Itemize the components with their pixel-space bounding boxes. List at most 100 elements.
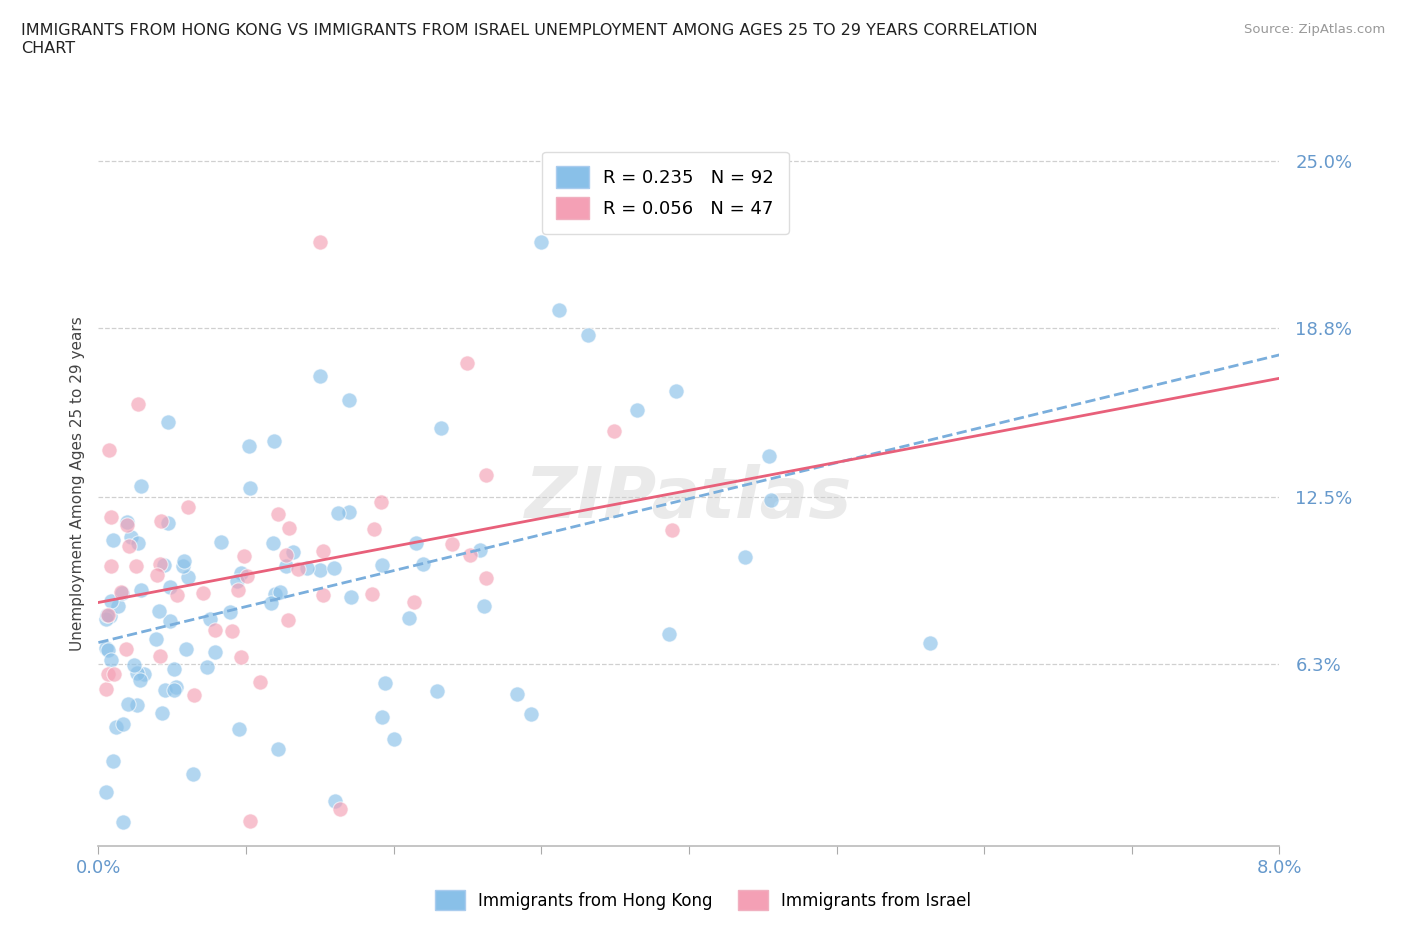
Point xyxy=(150,514,173,529)
Point xyxy=(204,644,226,659)
Point xyxy=(474,599,496,614)
Point xyxy=(117,515,139,530)
Point xyxy=(263,586,285,601)
Point xyxy=(117,518,139,533)
Point xyxy=(120,885,142,900)
Point xyxy=(157,515,180,530)
Point xyxy=(233,549,256,564)
Point xyxy=(103,667,125,682)
Point xyxy=(239,481,262,496)
Point xyxy=(195,659,218,674)
Point xyxy=(129,478,152,493)
Point xyxy=(165,679,187,694)
Point xyxy=(402,595,425,610)
Point xyxy=(309,368,332,383)
Point xyxy=(665,383,688,398)
Point xyxy=(218,604,240,619)
Point xyxy=(405,535,427,550)
Point xyxy=(100,593,122,608)
Point xyxy=(94,784,117,799)
Point xyxy=(278,521,301,536)
Point xyxy=(626,403,648,418)
Point xyxy=(145,631,167,646)
Point xyxy=(111,585,134,600)
Point xyxy=(118,538,141,553)
Point xyxy=(228,722,250,737)
Point xyxy=(103,533,125,548)
Point xyxy=(475,570,498,585)
Point xyxy=(96,642,118,657)
Point xyxy=(308,563,330,578)
Point xyxy=(603,423,626,438)
Point xyxy=(166,588,188,603)
Point xyxy=(117,697,139,711)
Point xyxy=(295,560,318,575)
Point xyxy=(658,626,681,641)
Point xyxy=(173,553,195,568)
Point xyxy=(328,802,350,817)
Legend: R = 0.235   N = 92, R = 0.056   N = 47: R = 0.235 N = 92, R = 0.056 N = 47 xyxy=(543,152,789,233)
Point xyxy=(163,683,186,698)
Point xyxy=(430,420,453,435)
Point xyxy=(110,585,132,600)
Point xyxy=(96,607,118,622)
Point xyxy=(100,559,122,574)
Point xyxy=(506,686,529,701)
Point xyxy=(127,536,149,551)
Text: Source: ZipAtlas.com: Source: ZipAtlas.com xyxy=(1244,23,1385,36)
Point xyxy=(115,642,138,657)
Point xyxy=(94,682,117,697)
Point xyxy=(374,675,396,690)
Point xyxy=(125,559,148,574)
Text: IMMIGRANTS FROM HONG KONG VS IMMIGRANTS FROM ISRAEL UNEMPLOYMENT AMONG AGES 25 T: IMMIGRANTS FROM HONG KONG VS IMMIGRANTS … xyxy=(21,23,1038,56)
Point xyxy=(328,506,350,521)
Point xyxy=(157,415,180,430)
Point xyxy=(412,557,434,572)
Point xyxy=(370,494,392,509)
Point xyxy=(269,585,291,600)
Point xyxy=(177,499,200,514)
Point xyxy=(163,661,186,676)
Point xyxy=(661,523,683,538)
Point xyxy=(340,590,363,604)
Point xyxy=(191,586,214,601)
Point xyxy=(370,710,392,724)
Point xyxy=(239,814,262,829)
Point xyxy=(105,719,128,734)
Point xyxy=(100,653,122,668)
Point xyxy=(339,392,361,407)
Point xyxy=(149,556,172,571)
Point xyxy=(468,542,491,557)
Point xyxy=(127,666,149,681)
Point xyxy=(226,574,249,589)
Point xyxy=(398,611,420,626)
Point xyxy=(100,510,122,525)
Point xyxy=(236,569,259,584)
Point xyxy=(111,717,134,732)
Point xyxy=(530,234,553,249)
Point xyxy=(262,535,284,550)
Point xyxy=(548,303,571,318)
Point xyxy=(129,583,152,598)
Point xyxy=(183,687,205,702)
Point xyxy=(153,557,176,572)
Point xyxy=(124,658,146,672)
Point xyxy=(103,753,125,768)
Point xyxy=(458,547,481,562)
Point xyxy=(226,582,249,597)
Point xyxy=(312,588,335,603)
Point xyxy=(734,550,756,565)
Point xyxy=(174,642,197,657)
Point xyxy=(309,234,332,249)
Point xyxy=(920,636,942,651)
Point xyxy=(94,612,117,627)
Point xyxy=(177,570,200,585)
Point xyxy=(98,608,121,623)
Point xyxy=(312,544,335,559)
Point xyxy=(127,396,149,411)
Y-axis label: Unemployment Among Ages 25 to 29 years: Unemployment Among Ages 25 to 29 years xyxy=(69,316,84,651)
Point xyxy=(129,672,152,687)
Point xyxy=(229,649,252,664)
Point xyxy=(112,815,135,830)
Point xyxy=(277,613,299,628)
